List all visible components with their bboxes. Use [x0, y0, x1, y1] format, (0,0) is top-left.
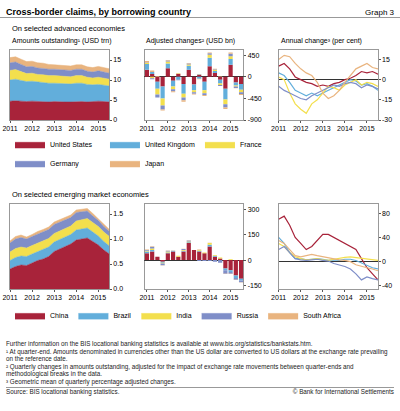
svg-text:2012: 2012 — [160, 125, 176, 132]
svg-text:2013: 2013 — [181, 294, 197, 301]
svg-text:0: 0 — [248, 73, 252, 80]
svg-text:2011: 2011 — [271, 294, 286, 301]
svg-text:2011: 2011 — [139, 125, 154, 132]
svg-text:40: 40 — [382, 234, 390, 241]
svg-text:-450: -450 — [248, 95, 262, 102]
svg-text:0: 0 — [382, 76, 386, 83]
svg-text:2015: 2015 — [223, 294, 239, 301]
html-text:Graph 3: Graph 3 — [365, 8, 394, 17]
svg-text:2015: 2015 — [91, 294, 107, 301]
svg-text:2014: 2014 — [68, 125, 84, 132]
svg-text:2012: 2012 — [293, 294, 309, 301]
svg-text:2014: 2014 — [337, 125, 353, 132]
svg-text:Annual change³ (per cent): Annual change³ (per cent) — [281, 37, 362, 45]
svg-text:80: 80 — [382, 210, 390, 217]
svg-text:Adjusted changes² (USD bn): Adjusted changes² (USD bn) — [146, 37, 235, 45]
svg-text:15: 15 — [113, 56, 121, 63]
html-text:² Quarterly changes in amounts: ² Quarterly changes in amounts outstandi… — [6, 362, 354, 378]
svg-text:-40: -40 — [382, 282, 392, 289]
svg-text:150: 150 — [248, 231, 260, 238]
svg-text:2014: 2014 — [202, 294, 218, 301]
html-text:Source: BIS locational banking: Source: BIS locational banking statistic… — [6, 387, 120, 395]
svg-text:0: 0 — [248, 257, 252, 264]
svg-text:Amounts outstanding¹ (USD trn): Amounts outstanding¹ (USD trn) — [12, 37, 112, 45]
svg-text:0.5: 0.5 — [113, 260, 123, 267]
svg-text:2011: 2011 — [139, 294, 154, 301]
svg-text:0: 0 — [113, 116, 117, 123]
svg-text:-15: -15 — [382, 96, 392, 103]
svg-text:450: 450 — [248, 52, 260, 59]
svg-text:0: 0 — [382, 258, 386, 265]
svg-text:2013: 2013 — [315, 125, 331, 132]
svg-text:-150: -150 — [248, 282, 262, 289]
svg-text:2014: 2014 — [202, 125, 218, 132]
svg-text:United Kingdom: United Kingdom — [145, 141, 195, 149]
svg-text:On selected emerging market ec: On selected emerging market economies — [12, 190, 149, 199]
svg-text:France: France — [240, 141, 262, 148]
svg-text:-900: -900 — [248, 116, 262, 123]
html-text:³ Geometric mean of quarterly: ³ Geometric mean of quarterly percentage… — [6, 378, 176, 385]
svg-text:India: India — [176, 312, 191, 319]
svg-text:On selected advanced economies: On selected advanced economies — [12, 24, 125, 33]
svg-text:South Africa: South Africa — [303, 312, 341, 319]
svg-text:2011: 2011 — [2, 294, 17, 301]
svg-text:2011: 2011 — [2, 125, 17, 132]
svg-text:2013: 2013 — [181, 125, 197, 132]
svg-text:2015: 2015 — [359, 294, 375, 301]
svg-text:15: 15 — [382, 56, 390, 63]
svg-text:2015: 2015 — [91, 125, 107, 132]
svg-text:2015: 2015 — [359, 125, 375, 132]
svg-text:2012: 2012 — [160, 294, 176, 301]
svg-text:10: 10 — [113, 76, 121, 83]
svg-text:2013: 2013 — [46, 294, 62, 301]
html-text:Further information on the BIS: Further information on the BIS locationa… — [6, 340, 313, 347]
html-text:© Bank for International Settl: © Bank for International Settlements — [292, 387, 394, 395]
svg-text:Germany: Germany — [50, 160, 79, 168]
svg-text:Brazil: Brazil — [113, 312, 131, 319]
svg-text:2015: 2015 — [223, 125, 239, 132]
svg-text:2013: 2013 — [315, 294, 331, 301]
svg-text:-30: -30 — [382, 116, 392, 123]
svg-text:2014: 2014 — [337, 294, 353, 301]
svg-text:Japan: Japan — [145, 160, 164, 168]
svg-text:1.5: 1.5 — [113, 210, 123, 217]
svg-text:2014: 2014 — [68, 294, 84, 301]
svg-text:United States: United States — [50, 141, 93, 148]
svg-text:2011: 2011 — [271, 125, 286, 132]
svg-text:5: 5 — [113, 96, 117, 103]
svg-text:1.0: 1.0 — [113, 235, 123, 242]
svg-text:0.0: 0.0 — [113, 285, 123, 292]
html-text:Cross-border claims, by borrow: Cross-border claims, by borrowing countr… — [6, 7, 191, 17]
svg-text:Russia: Russia — [237, 312, 259, 319]
svg-text:China: China — [50, 312, 68, 319]
html-text:¹ At quarter-end. Amounts deno: ¹ At quarter-end. Amounts denominated in… — [6, 347, 388, 363]
svg-text:2012: 2012 — [24, 125, 40, 132]
svg-text:2012: 2012 — [293, 125, 309, 132]
svg-text:2012: 2012 — [24, 294, 40, 301]
svg-text:2013: 2013 — [46, 125, 62, 132]
svg-text:300: 300 — [248, 206, 260, 213]
